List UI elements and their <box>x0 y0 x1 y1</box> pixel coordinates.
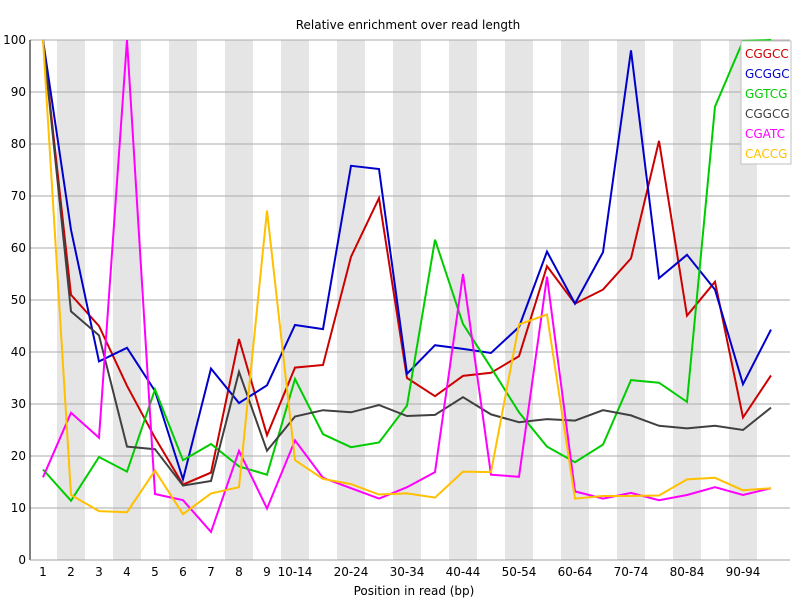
y-tick-label: 60 <box>11 241 26 255</box>
series-line-ggtcg <box>42 39 772 503</box>
x-tick-label: 90-94 <box>726 565 761 579</box>
y-tick-label: 10 <box>11 501 26 515</box>
x-axis-label: Position in read (bp) <box>354 584 475 598</box>
y-tick-label: 70 <box>11 189 26 203</box>
y-tick-label: 40 <box>11 345 26 359</box>
legend-item-caccg: CACCG <box>745 147 787 161</box>
legend-box <box>740 40 792 165</box>
x-tick-label: 40-44 <box>446 565 481 579</box>
legend-item-gcggc: GCGGC <box>745 67 790 81</box>
legend-item-cggcg: CGGCG <box>745 107 790 121</box>
series-line-cgatc <box>42 39 772 534</box>
series-line-cggcg <box>42 39 772 487</box>
chart-title: Relative enrichment over read length <box>296 18 521 32</box>
y-axis-tick-labels: 0 10 20 30 40 50 60 70 80 90 100 <box>3 33 26 567</box>
x-tick-label: 3 <box>95 565 103 579</box>
y-tick-label: 90 <box>11 85 26 99</box>
y-tick-label: 100 <box>3 33 26 47</box>
x-tick-label: 1 <box>39 565 47 579</box>
x-tick-label: 9 <box>263 565 271 579</box>
x-tick-label: 7 <box>207 565 215 579</box>
legend-item-ggtcg: GGTCG <box>745 87 787 101</box>
y-tick-label: 30 <box>11 397 26 411</box>
x-tick-label: 80-84 <box>670 565 705 579</box>
y-tick-label: 80 <box>11 137 26 151</box>
x-tick-label: 30-34 <box>390 565 425 579</box>
series-line-gcggc <box>42 39 772 484</box>
series-line-cggcc <box>42 39 772 486</box>
x-tick-label: 50-54 <box>502 565 537 579</box>
y-tick-label: 0 <box>18 553 26 567</box>
legend-item-cgatc: CGATC <box>745 127 785 141</box>
x-tick-label: 10-14 <box>278 565 313 579</box>
x-tick-label: 20-24 <box>334 565 369 579</box>
series-line-caccg <box>42 39 772 516</box>
x-tick-label: 5 <box>151 565 159 579</box>
legend-item-cggcc: CGGCC <box>745 47 789 61</box>
data-series-lines <box>42 39 772 534</box>
y-tick-label: 20 <box>11 449 26 463</box>
x-tick-label: 70-74 <box>614 565 649 579</box>
x-axis-tick-labels: 1 2 3 4 5 6 7 8 9 10-14 20-24 30-34 40-44 50-54 60-64 7… <box>39 565 760 579</box>
horizontal-gridlines <box>30 39 790 509</box>
legend: CGGCC GCGGC GGTCG CGGCG CGATC CACCG <box>740 40 792 165</box>
x-tick-label: 60-64 <box>558 565 593 579</box>
y-tick-label: 50 <box>11 293 26 307</box>
x-tick-label: 4 <box>123 565 131 579</box>
x-tick-label: 8 <box>235 565 243 579</box>
x-tick-label: 2 <box>67 565 75 579</box>
x-tick-label: 6 <box>179 565 187 579</box>
